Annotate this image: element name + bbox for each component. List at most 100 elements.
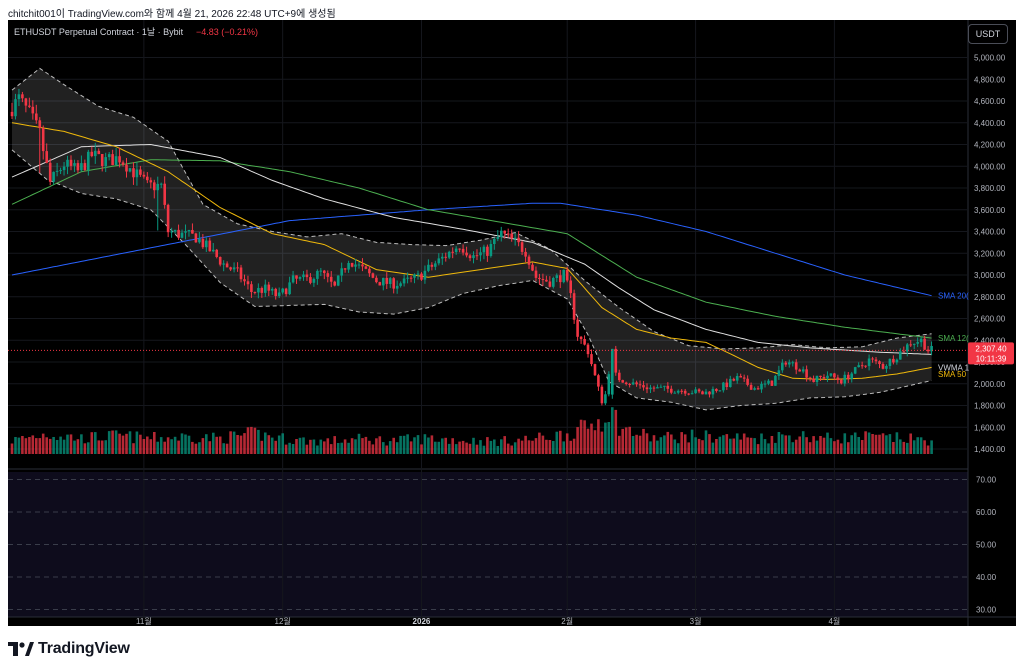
volume-bar: [593, 430, 597, 454]
volume-bar: [270, 437, 274, 454]
candle-body: [451, 251, 454, 253]
sma200-label: SMA 20(: [938, 292, 969, 301]
candle-body: [472, 255, 475, 259]
volume-bar: [666, 431, 670, 454]
candle-body: [715, 388, 718, 391]
volume-bar: [871, 434, 874, 454]
volume-bar: [826, 432, 829, 454]
candle-body: [597, 375, 600, 387]
candle-body: [805, 369, 808, 378]
candle-body: [270, 288, 274, 291]
volume-bar: [468, 443, 472, 454]
candle-body: [482, 246, 486, 253]
volume-bar: [683, 434, 687, 454]
brand-wordmark: TradingView: [38, 640, 130, 657]
candle-body: [80, 163, 83, 171]
volume-bar: [489, 440, 493, 454]
volume-bar: [253, 427, 257, 454]
volume-bar: [559, 430, 562, 454]
candle-body: [916, 342, 919, 344]
volume-bar: [690, 429, 694, 454]
volume-bar: [652, 435, 656, 454]
grid-layer: [8, 20, 968, 617]
candle-body: [559, 275, 562, 283]
volume-bar: [35, 438, 38, 454]
candle-body: [583, 339, 586, 345]
candle-body: [177, 229, 180, 238]
candle-body: [55, 170, 59, 172]
volume-bar: [430, 435, 434, 454]
candle-body: [52, 171, 55, 182]
candle-body: [510, 233, 513, 239]
volume-bar: [524, 435, 527, 454]
candle-body: [243, 279, 246, 282]
candle-body: [524, 251, 527, 257]
chart-frame[interactable]: 5,000.00 4,800.00 4,600.00 4,400.00 4,200.00…: [8, 20, 1016, 626]
currency-button[interactable]: USDT: [968, 24, 1008, 44]
volume-bar: [184, 434, 187, 454]
volume-bar: [83, 443, 87, 454]
candle-body: [541, 279, 545, 280]
volume-bar: [833, 441, 836, 454]
volume-bar: [506, 443, 510, 454]
footer: TradingView: [8, 638, 130, 660]
volume-bar: [215, 436, 218, 454]
volume-bar: [388, 441, 392, 454]
candle-body: [198, 238, 201, 243]
volume-bar: [735, 433, 739, 454]
candle-body: [146, 176, 149, 181]
candle-body: [41, 128, 45, 152]
candle-body: [73, 163, 76, 166]
candle-body: [746, 378, 749, 385]
volume-bar: [21, 436, 24, 454]
candle-body: [718, 390, 722, 392]
candle-body: [572, 293, 576, 320]
volume-bar: [611, 407, 614, 454]
candle-body: [76, 163, 80, 171]
candle-body: [673, 392, 677, 394]
volume-bar: [48, 438, 52, 454]
candle-body: [527, 256, 531, 265]
volume-bar: [510, 445, 513, 454]
candle-body: [232, 267, 236, 270]
chart-canvas[interactable]: 5,000.00 4,800.00 4,600.00 4,400.00 4,200.00…: [8, 20, 1016, 626]
volume-bar: [444, 437, 447, 454]
candle-body: [153, 182, 156, 191]
volume-bar: [881, 433, 885, 454]
volume-bar: [718, 436, 722, 454]
candle-body: [874, 359, 878, 362]
candle-body: [687, 393, 690, 395]
candle-body: [191, 230, 194, 234]
candle-body: [683, 390, 687, 394]
volume-bar: [739, 439, 742, 454]
candle-body: [28, 105, 31, 107]
price-tick-label: 4,000.00: [974, 162, 1006, 171]
candle-body: [135, 169, 139, 178]
candle-body: [69, 159, 73, 166]
volume-bar: [926, 445, 930, 454]
volume-bar: [853, 432, 857, 454]
candle-body: [774, 375, 777, 386]
volume-bar: [97, 440, 101, 454]
volume-bar: [423, 434, 427, 454]
volume-bar: [28, 437, 31, 454]
candle-body: [107, 154, 111, 158]
volume-bar: [31, 435, 35, 454]
candle-body: [59, 170, 62, 172]
volume-bar: [59, 436, 62, 454]
candle-body: [208, 240, 212, 252]
volume-bar: [24, 438, 28, 454]
candle-body: [114, 156, 118, 165]
volume-bar: [798, 436, 801, 454]
volume-bar: [635, 434, 638, 454]
candle-body: [552, 278, 555, 287]
price-tick-label: 3,000.00: [974, 271, 1006, 280]
candle-body: [722, 382, 725, 391]
candle-body: [458, 248, 461, 250]
volume-bar: [163, 441, 166, 454]
candle-body: [441, 256, 444, 259]
volume-bar: [656, 440, 659, 454]
candle-body: [847, 374, 850, 379]
candle-body: [277, 292, 281, 296]
candle-body: [753, 388, 756, 390]
